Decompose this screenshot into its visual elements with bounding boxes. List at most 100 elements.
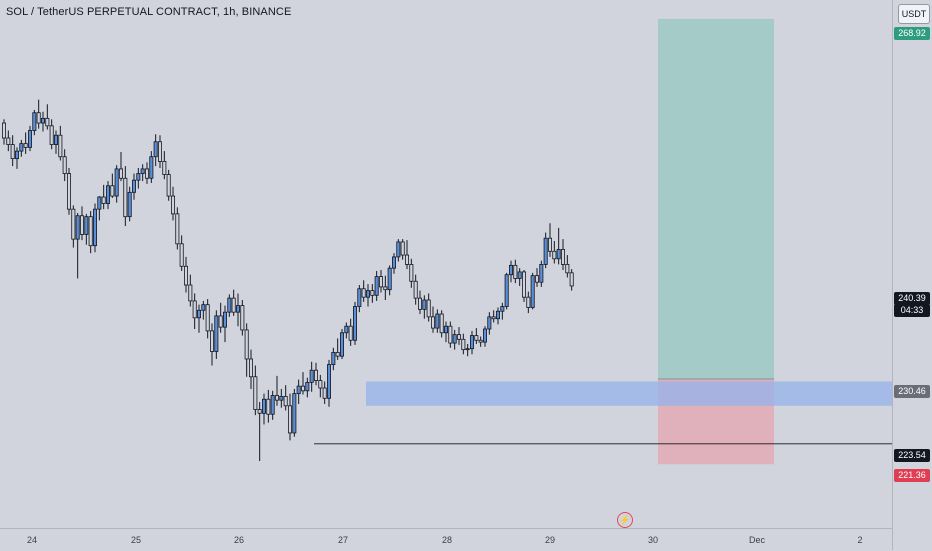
candle-body[interactable] <box>331 352 336 365</box>
candle-body[interactable] <box>508 264 513 276</box>
candle-body[interactable] <box>435 313 440 329</box>
candle-body[interactable] <box>218 315 223 328</box>
candle-body[interactable] <box>23 143 28 148</box>
candle-body[interactable] <box>313 369 318 381</box>
candle-body[interactable] <box>387 267 392 291</box>
candle-body[interactable] <box>201 304 206 311</box>
candle-body[interactable] <box>335 352 340 357</box>
candle-body[interactable] <box>196 309 201 319</box>
candle-body[interactable] <box>10 144 15 160</box>
candle-body[interactable] <box>522 271 527 298</box>
candle-body[interactable] <box>309 369 314 383</box>
candle-body[interactable] <box>88 216 93 247</box>
candle-body[interactable] <box>500 306 505 312</box>
candle-body[interactable] <box>114 168 119 197</box>
profit-zone[interactable] <box>658 18 774 380</box>
candle-body[interactable] <box>526 296 531 308</box>
candle-body[interactable] <box>322 387 327 399</box>
candle-body[interactable] <box>192 300 197 319</box>
time-axis[interactable] <box>0 528 892 551</box>
candle-body[interactable] <box>448 325 453 344</box>
candle-body[interactable] <box>361 288 366 298</box>
candle-body[interactable] <box>482 328 487 343</box>
candle-body[interactable] <box>170 195 175 215</box>
candle-body[interactable] <box>6 137 11 145</box>
candle-body[interactable] <box>49 125 54 145</box>
candle-body[interactable] <box>443 325 448 334</box>
symbol-title[interactable]: SOL / TetherUS PERPETUAL CONTRACT, 1h, B… <box>6 6 292 18</box>
candle-body[interactable] <box>548 237 553 252</box>
candle-body[interactable] <box>157 141 162 162</box>
candle-body[interactable] <box>422 299 427 310</box>
candle-body[interactable] <box>214 315 219 352</box>
candle-body[interactable] <box>430 316 435 329</box>
candle-body[interactable] <box>409 264 414 282</box>
candle-body[interactable] <box>205 304 210 332</box>
candle-body[interactable] <box>305 381 310 392</box>
candle-body[interactable] <box>162 161 167 175</box>
candle-body[interactable] <box>58 134 63 158</box>
candle-body[interactable] <box>561 249 566 265</box>
candle-body[interactable] <box>222 311 227 328</box>
candle-body[interactable] <box>491 316 496 320</box>
candle-body[interactable] <box>261 398 266 414</box>
candle-body[interactable] <box>474 335 479 341</box>
candle-body[interactable] <box>71 208 76 240</box>
entry-band[interactable] <box>366 381 892 406</box>
candle-body[interactable] <box>543 237 548 265</box>
candle-body[interactable] <box>188 284 193 302</box>
candle-body[interactable] <box>478 339 483 343</box>
candle-body[interactable] <box>75 215 80 240</box>
candle-body[interactable] <box>400 241 405 256</box>
candle-body[interactable] <box>452 334 457 344</box>
candle-body[interactable] <box>487 316 492 330</box>
candle-body[interactable] <box>227 297 232 313</box>
currency-button[interactable]: USDT <box>898 4 930 24</box>
candle-body[interactable] <box>378 276 383 288</box>
candle-body[interactable] <box>183 265 188 286</box>
candle-body[interactable] <box>166 174 171 197</box>
candle-body[interactable] <box>144 168 149 179</box>
candle-body[interactable] <box>556 249 561 260</box>
candle-body[interactable] <box>292 393 297 434</box>
candle-body[interactable] <box>257 409 262 414</box>
candle-body[interactable] <box>274 395 279 401</box>
candle-body[interactable] <box>106 185 111 204</box>
candle-body[interactable] <box>396 241 401 258</box>
candle-body[interactable] <box>14 150 19 160</box>
candle-body[interactable] <box>19 143 24 152</box>
candle-body[interactable] <box>32 112 37 131</box>
candle-body[interactable] <box>374 276 379 296</box>
lightning-icon[interactable]: ⚡ <box>617 512 633 528</box>
candle-body[interactable] <box>179 243 184 267</box>
candle-body[interactable] <box>326 364 331 399</box>
candle-body[interactable] <box>530 275 535 308</box>
candle-body[interactable] <box>469 335 474 350</box>
candle-body[interactable] <box>456 334 461 340</box>
candle-body[interactable] <box>513 264 518 279</box>
price-axis[interactable] <box>892 0 932 550</box>
candle-body[interactable] <box>404 254 409 265</box>
candle-body[interactable] <box>417 297 422 310</box>
candle-body[interactable] <box>504 274 509 307</box>
candle-body[interactable] <box>127 191 132 218</box>
candle-body[interactable] <box>287 405 292 434</box>
candle-body[interactable] <box>110 185 115 197</box>
candle-body[interactable] <box>535 275 540 283</box>
candle-body[interactable] <box>495 310 500 320</box>
candle-body[interactable] <box>244 329 249 360</box>
candle-body[interactable] <box>383 286 388 291</box>
candle-body[interactable] <box>461 338 466 351</box>
candle-body[interactable] <box>569 272 574 287</box>
candle-body[interactable] <box>240 305 245 331</box>
candle-body[interactable] <box>54 134 59 145</box>
candle-body[interactable] <box>344 325 349 334</box>
candle-body[interactable] <box>348 325 353 341</box>
candle-body[interactable] <box>248 358 253 378</box>
candle-body[interactable] <box>270 395 275 415</box>
candle-body[interactable] <box>62 156 67 174</box>
candle-body[interactable] <box>426 299 431 318</box>
candle-body[interactable] <box>231 297 236 313</box>
candle-body[interactable] <box>80 215 85 235</box>
candle-body[interactable] <box>266 398 271 415</box>
